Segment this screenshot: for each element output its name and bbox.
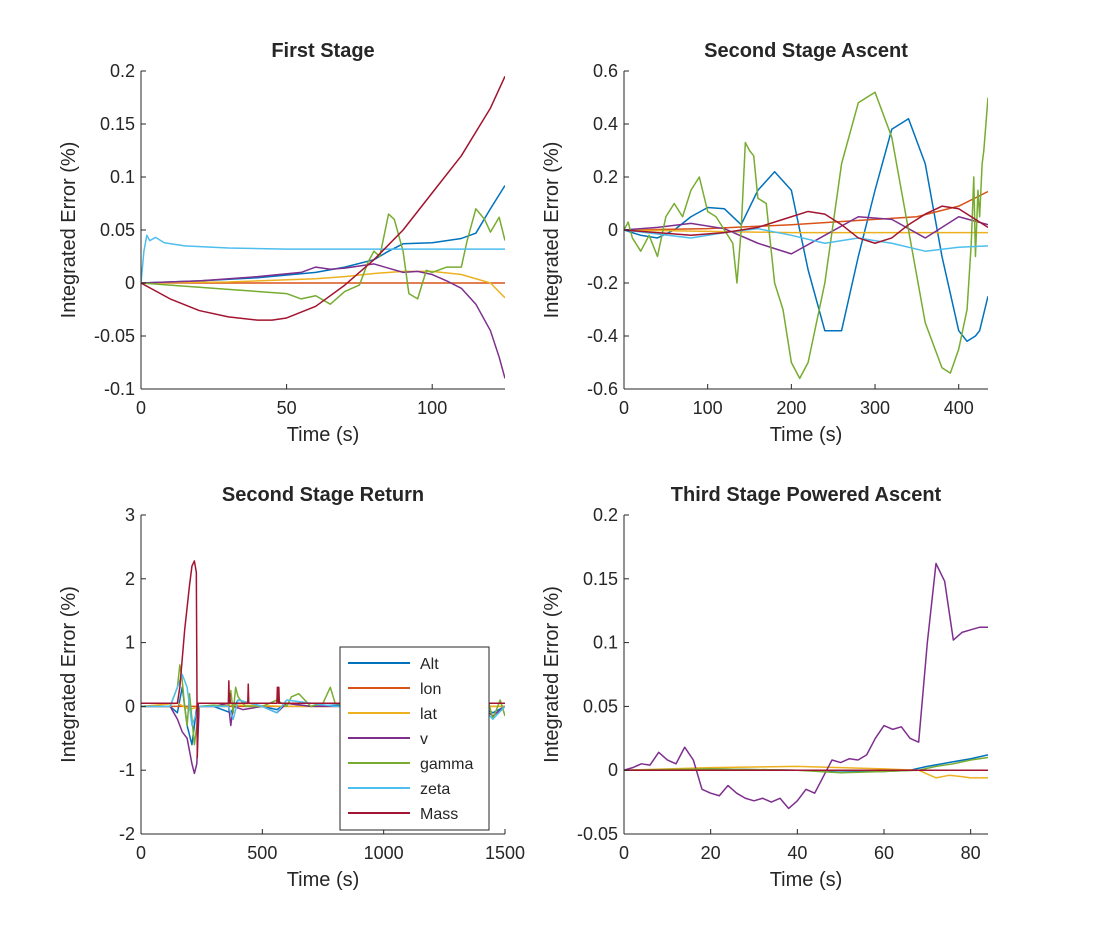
series-line-alt: [624, 117, 988, 343]
y-axis-label: Integrated Error (%): [58, 586, 80, 763]
y-axis-label: Integrated Error (%): [58, 142, 80, 319]
y-tick-label: 2: [125, 569, 135, 589]
x-tick-label: 300: [860, 398, 890, 418]
y-tick-label: 3: [125, 505, 135, 525]
chart-title: Second Stage Ascent: [704, 40, 908, 62]
x-tick-label: 40: [787, 843, 807, 863]
x-tick-label: 0: [619, 398, 629, 418]
legend-label-gamma: gamma: [420, 756, 473, 773]
y-tick-label: -2: [119, 824, 135, 844]
x-tick-label: 500: [247, 843, 277, 863]
chart-title: Third Stage Powered Ascent: [671, 484, 942, 506]
x-tick-label: 1500: [485, 843, 525, 863]
series-line-gamma: [141, 208, 505, 305]
y-tick-label: -0.05: [94, 326, 135, 346]
y-tick-label: -0.05: [577, 824, 618, 844]
x-axis-label: Time (s): [770, 869, 843, 891]
series-line-v: [624, 562, 988, 810]
x-tick-label: 0: [619, 843, 629, 863]
subplot-1: 0 50 100 -0.1 -0.05 0 0.05 0.1 0.15 0.2 First Stag…: [58, 40, 505, 446]
y-tick-label: 0.1: [110, 167, 135, 187]
series-line-v: [624, 216, 988, 255]
series-line-lat: [141, 270, 505, 299]
y-tick-label: 0: [608, 760, 618, 780]
x-tick-label: 200: [776, 398, 806, 418]
legend-label-alt: Alt: [420, 656, 439, 673]
y-tick-label: -0.4: [587, 326, 618, 346]
y-tick-label: -1: [119, 760, 135, 780]
series-line-lat: [624, 229, 988, 234]
x-tick-label: 80: [961, 843, 981, 863]
y-axis-label: Integrated Error (%): [541, 142, 563, 319]
series-line-zeta: [624, 227, 988, 252]
x-tick-label: 20: [701, 843, 721, 863]
series-line-v: [141, 263, 505, 379]
chart-title: Second Stage Return: [222, 484, 424, 506]
y-tick-label: -0.2: [587, 273, 618, 293]
series-line-gamma: [624, 91, 988, 380]
y-tick-label: 0.05: [100, 220, 135, 240]
x-tick-label: 0: [136, 398, 146, 418]
legend-label-v: v: [420, 731, 428, 748]
plot-area: [624, 91, 988, 380]
x-tick-label: 100: [417, 398, 447, 418]
y-tick-label: 0.15: [100, 114, 135, 134]
y-tick-label: 0.2: [593, 167, 618, 187]
x-tick-label: 50: [277, 398, 297, 418]
y-tick-label: -0.6: [587, 379, 618, 399]
y-axis-label: Integrated Error (%): [541, 586, 563, 763]
x-tick-label: 1000: [364, 843, 404, 863]
plot-area: [624, 562, 988, 810]
series-line-lat: [624, 765, 988, 779]
y-tick-label: 0: [125, 273, 135, 293]
x-tick-label: 100: [693, 398, 723, 418]
y-tick-label: 0: [125, 696, 135, 716]
legend: Alt lon lat v gamma zeta Mass: [339, 646, 490, 831]
legend-label-lon: lon: [420, 681, 441, 698]
chart-title: First Stage: [271, 40, 374, 62]
y-tick-label: 0.15: [583, 569, 618, 589]
x-tick-label: 400: [944, 398, 974, 418]
series-line-alt: [141, 185, 505, 284]
y-tick-label: 0.4: [593, 114, 618, 134]
series-line-mass: [624, 205, 988, 244]
series-line-mass: [141, 75, 505, 321]
y-tick-label: 0.2: [110, 61, 135, 81]
series-line-zeta: [141, 234, 505, 284]
series-line-lon: [624, 190, 988, 231]
y-tick-label: 0.05: [583, 696, 618, 716]
x-axis-label: Time (s): [287, 869, 360, 891]
x-axis-label: Time (s): [770, 424, 843, 446]
x-axis-label: Time (s): [287, 424, 360, 446]
legend-label-zeta: zeta: [420, 781, 450, 798]
subplot-2: 0 100 200 300 400 -0.6 -0.4 -0.2 0 0.2 0.4 0.6 Secon…: [541, 40, 988, 446]
y-tick-label: 0.6: [593, 61, 618, 81]
y-tick-label: 1: [125, 633, 135, 653]
y-tick-label: 0.1: [593, 633, 618, 653]
x-tick-label: 60: [874, 843, 894, 863]
legend-label-lat: lat: [420, 706, 437, 723]
legend-label-mass: Mass: [420, 806, 458, 823]
y-tick-label: 0.2: [593, 505, 618, 525]
series-line-mass: [141, 560, 505, 759]
plot-area: [141, 75, 505, 379]
x-tick-label: 0: [136, 843, 146, 863]
y-tick-label: -0.1: [104, 379, 135, 399]
y-tick-label: 0: [608, 220, 618, 240]
